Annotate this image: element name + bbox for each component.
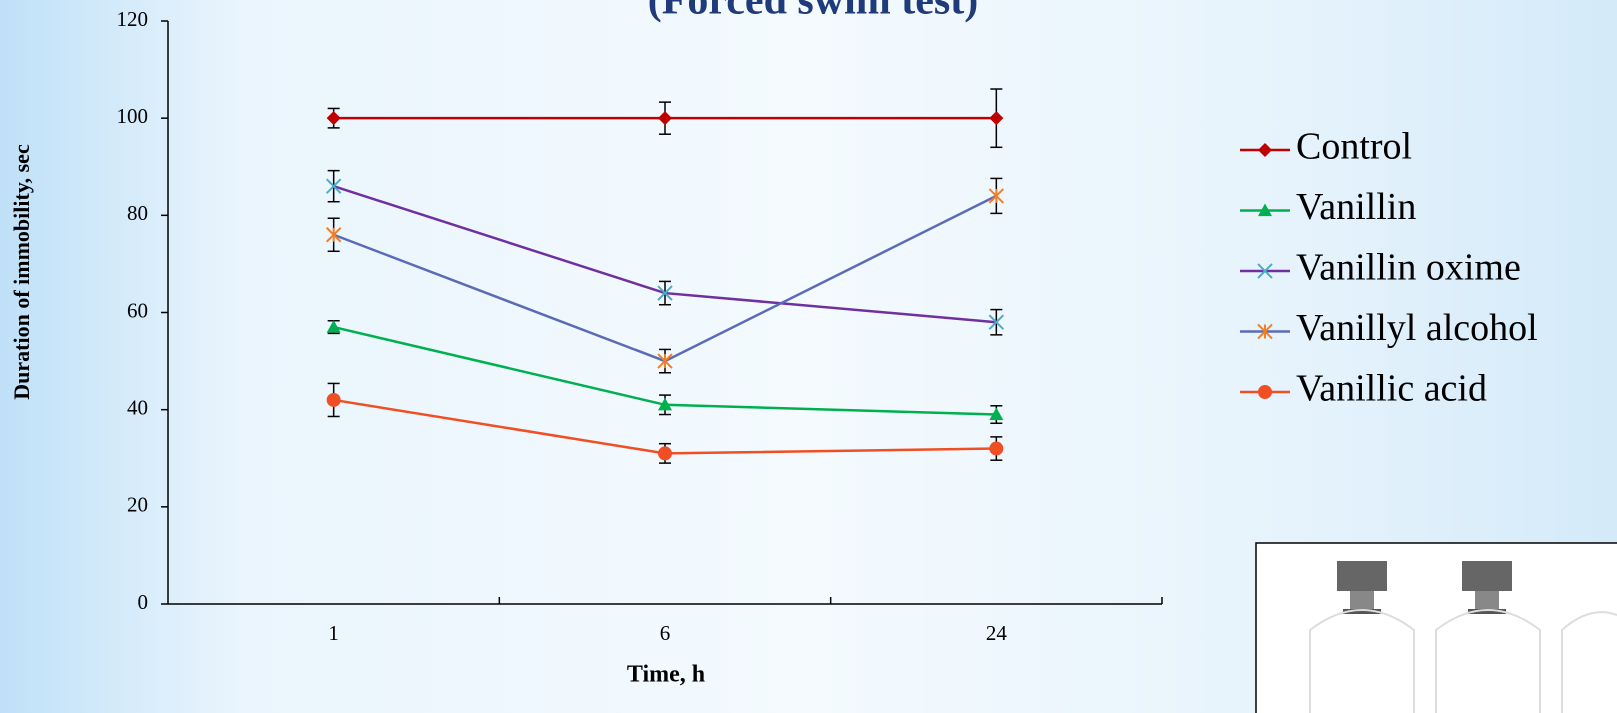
marker-shape xyxy=(658,111,672,126)
marker xyxy=(326,320,341,333)
marker xyxy=(657,353,673,369)
legend-label: Vanillyl alcohol xyxy=(1296,307,1538,349)
marker-shape xyxy=(658,446,672,461)
y-tick-label: 0 xyxy=(138,590,149,614)
marker-shape xyxy=(657,285,673,301)
marker-shape xyxy=(988,314,1005,330)
marker xyxy=(1257,263,1273,279)
marker-shape xyxy=(989,407,1004,421)
marker-shape xyxy=(989,111,1004,126)
marker xyxy=(988,314,1005,330)
y-tick-label: 100 xyxy=(117,104,149,128)
legend-label: Vanillic acid xyxy=(1296,368,1487,410)
x-axis-label: Time, h xyxy=(627,662,705,688)
legend-label: Vanillin xyxy=(1296,186,1416,228)
marker-shape xyxy=(1258,203,1272,217)
series-line xyxy=(333,194,997,363)
x-tick-label: 1 xyxy=(328,621,339,645)
y-tick-label: 60 xyxy=(127,298,148,322)
y-tick-label: 40 xyxy=(127,395,148,419)
marker xyxy=(658,446,672,461)
marker xyxy=(1258,385,1272,399)
marker xyxy=(326,392,341,407)
marker-shape xyxy=(1258,143,1272,157)
marker-shape xyxy=(326,111,341,126)
marker xyxy=(657,285,673,301)
marker xyxy=(658,397,672,411)
marker xyxy=(325,227,342,243)
marker-shape xyxy=(1257,263,1273,279)
marker-shape xyxy=(1258,385,1272,399)
y-tick-label: 20 xyxy=(127,493,148,517)
x-tick-label: 24 xyxy=(986,621,1008,645)
marker xyxy=(1258,143,1272,157)
apparatus-image xyxy=(1255,542,1617,713)
chart-title: (Forced swim test) xyxy=(648,0,978,24)
marker xyxy=(1258,203,1272,217)
marker xyxy=(989,407,1004,421)
y-tick-label: 80 xyxy=(127,201,148,225)
marker xyxy=(989,441,1004,456)
x-tick-label: 6 xyxy=(660,621,671,645)
marker-shape xyxy=(325,178,342,194)
marker-shape xyxy=(658,397,672,411)
y-axis-label: Duration of immobility, sec xyxy=(9,144,34,400)
marker xyxy=(988,188,1005,204)
y-tick-label: 120 xyxy=(117,7,149,31)
legend-label: Control xyxy=(1296,126,1412,168)
marker xyxy=(1257,323,1273,340)
marker-shape xyxy=(989,441,1004,456)
marker xyxy=(658,111,672,126)
marker xyxy=(989,111,1004,126)
marker xyxy=(325,178,342,194)
marker xyxy=(326,111,341,126)
marker-shape xyxy=(326,392,341,407)
marker-shape xyxy=(326,320,341,333)
legend-label: Vanillin oxime xyxy=(1296,247,1521,289)
